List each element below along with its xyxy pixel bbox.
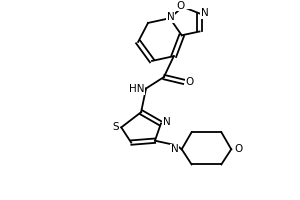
Text: O: O [185,77,194,87]
Text: HN: HN [129,84,145,94]
Text: S: S [112,122,119,132]
Text: N: N [201,8,208,18]
Text: N: N [167,12,175,22]
Text: N: N [163,117,171,127]
Text: O: O [234,144,242,154]
Text: O: O [177,1,185,11]
Text: N: N [171,144,178,154]
